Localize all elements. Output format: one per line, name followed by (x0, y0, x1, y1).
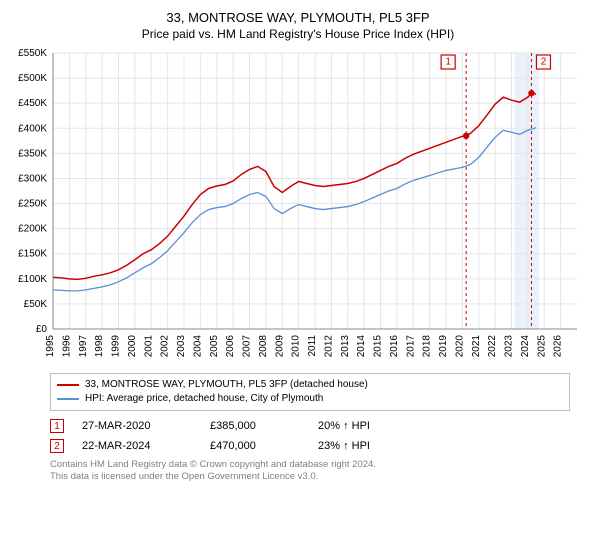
y-tick-label: £0 (36, 324, 48, 335)
x-tick-label: 2022 (487, 335, 498, 358)
x-tick-label: 2026 (553, 335, 564, 358)
x-tick-label: 2014 (356, 335, 367, 358)
line-chart-svg: £0£50K£100K£150K£200K£250K£300K£350K£400… (50, 47, 580, 367)
y-tick-label: £300K (18, 173, 47, 184)
y-tick-label: £50K (24, 299, 48, 310)
x-tick-label: 2018 (422, 335, 433, 358)
x-tick-label: 2006 (225, 335, 236, 358)
footer-attribution: Contains HM Land Registry data © Crown c… (50, 459, 586, 483)
footer-line-1: Contains HM Land Registry data © Crown c… (50, 459, 586, 471)
y-tick-label: £150K (18, 249, 47, 260)
x-tick-label: 1995 (45, 335, 56, 358)
x-tick-label: 2000 (127, 335, 138, 358)
transaction-pct: 23% ↑ HPI (318, 440, 418, 452)
x-tick-label: 2002 (160, 335, 171, 358)
x-tick-label: 2023 (504, 335, 515, 358)
legend-row: 33, MONTROSE WAY, PLYMOUTH, PL5 3FP (det… (57, 378, 563, 392)
transaction-pct: 20% ↑ HPI (318, 420, 418, 432)
legend-label: HPI: Average price, detached house, City… (85, 392, 323, 406)
legend-row: HPI: Average price, detached house, City… (57, 392, 563, 406)
x-tick-label: 1999 (111, 335, 122, 358)
chart-container: 33, MONTROSE WAY, PLYMOUTH, PL5 3FP Pric… (0, 0, 600, 560)
y-tick-label: £100K (18, 274, 47, 285)
y-tick-label: £400K (18, 123, 47, 134)
chart-area: £0£50K£100K£150K£200K£250K£300K£350K£400… (50, 47, 582, 367)
x-tick-label: 2008 (258, 335, 269, 358)
x-tick-label: 2001 (143, 335, 154, 358)
x-tick-label: 2020 (454, 335, 465, 358)
series-line-1 (53, 93, 536, 279)
marker-dot-1 (463, 133, 469, 139)
y-tick-label: £450K (18, 98, 47, 109)
y-tick-label: £250K (18, 199, 47, 210)
transaction-date: 22-MAR-2024 (82, 440, 192, 452)
transaction-row: 2 22-MAR-2024 £470,000 23% ↑ HPI (50, 439, 586, 453)
transaction-row: 1 27-MAR-2020 £385,000 20% ↑ HPI (50, 419, 586, 433)
footer-line-2: This data is licensed under the Open Gov… (50, 471, 586, 483)
transaction-marker: 2 (50, 439, 64, 453)
transactions-table: 1 27-MAR-2020 £385,000 20% ↑ HPI 2 22-MA… (50, 419, 586, 453)
title-sub: Price paid vs. HM Land Registry's House … (10, 27, 586, 41)
x-tick-label: 1996 (61, 335, 72, 358)
transaction-marker: 1 (50, 419, 64, 433)
transaction-price: £470,000 (210, 440, 300, 452)
title-main: 33, MONTROSE WAY, PLYMOUTH, PL5 3FP (10, 10, 586, 25)
y-tick-label: £550K (18, 48, 47, 59)
x-tick-label: 2005 (209, 335, 220, 358)
x-tick-label: 2015 (373, 335, 384, 358)
x-tick-label: 1998 (94, 335, 105, 358)
x-tick-label: 2016 (389, 335, 400, 358)
title-block: 33, MONTROSE WAY, PLYMOUTH, PL5 3FP Pric… (10, 10, 586, 41)
x-tick-label: 2025 (536, 335, 547, 358)
x-tick-label: 2013 (340, 335, 351, 358)
y-tick-label: £350K (18, 148, 47, 159)
x-tick-label: 2010 (291, 335, 302, 358)
y-tick-label: £200K (18, 224, 47, 235)
legend-swatch (57, 384, 79, 386)
x-tick-label: 2007 (242, 335, 253, 358)
marker-box-label-1: 1 (445, 57, 451, 68)
x-tick-label: 1997 (78, 335, 89, 358)
x-tick-label: 2009 (274, 335, 285, 358)
transaction-price: £385,000 (210, 420, 300, 432)
marker-dot-2 (528, 90, 534, 96)
x-tick-label: 2017 (405, 335, 416, 358)
x-tick-label: 2019 (438, 335, 449, 358)
legend-swatch (57, 398, 79, 400)
legend-label: 33, MONTROSE WAY, PLYMOUTH, PL5 3FP (det… (85, 378, 368, 392)
legend: 33, MONTROSE WAY, PLYMOUTH, PL5 3FP (det… (50, 373, 570, 411)
x-tick-label: 2011 (307, 335, 318, 357)
x-tick-label: 2004 (192, 335, 203, 358)
x-tick-label: 2024 (520, 335, 531, 358)
marker-box-label-2: 2 (541, 57, 547, 68)
x-tick-label: 2003 (176, 335, 187, 358)
transaction-date: 27-MAR-2020 (82, 420, 192, 432)
x-tick-label: 2012 (323, 335, 334, 358)
x-tick-label: 2021 (471, 335, 482, 358)
y-tick-label: £500K (18, 73, 47, 84)
